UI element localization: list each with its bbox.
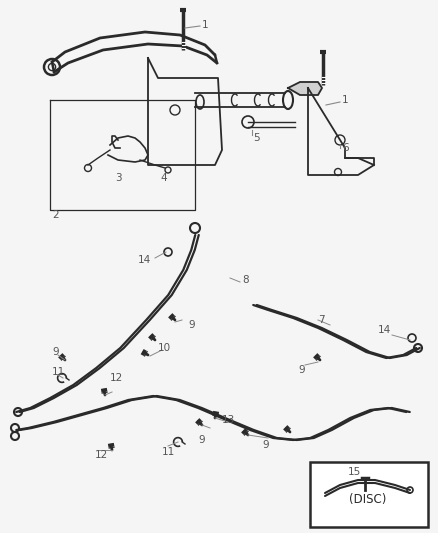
Text: 11: 11 xyxy=(162,447,175,457)
Text: 9: 9 xyxy=(298,365,304,375)
Text: 13: 13 xyxy=(222,415,235,425)
Text: (DISC): (DISC) xyxy=(350,494,387,506)
Text: 5: 5 xyxy=(253,133,260,143)
Text: 9: 9 xyxy=(198,435,205,445)
Text: 14: 14 xyxy=(378,325,391,335)
Text: 10: 10 xyxy=(158,343,171,353)
Text: 12: 12 xyxy=(95,450,108,460)
Text: 6: 6 xyxy=(342,143,349,153)
Text: 4: 4 xyxy=(160,173,166,183)
Text: 3: 3 xyxy=(115,173,122,183)
Text: 1: 1 xyxy=(202,20,208,30)
Text: 9: 9 xyxy=(262,440,268,450)
Polygon shape xyxy=(288,82,322,95)
Text: 9: 9 xyxy=(52,347,59,357)
Text: 11: 11 xyxy=(52,367,65,377)
Text: 14: 14 xyxy=(138,255,151,265)
Text: 1: 1 xyxy=(342,95,349,105)
Text: 8: 8 xyxy=(242,275,249,285)
Text: 2: 2 xyxy=(52,210,59,220)
Text: 7: 7 xyxy=(318,315,325,325)
Text: 9: 9 xyxy=(188,320,194,330)
Text: 12: 12 xyxy=(110,373,123,383)
Bar xyxy=(310,462,428,527)
Text: 15: 15 xyxy=(348,467,361,477)
